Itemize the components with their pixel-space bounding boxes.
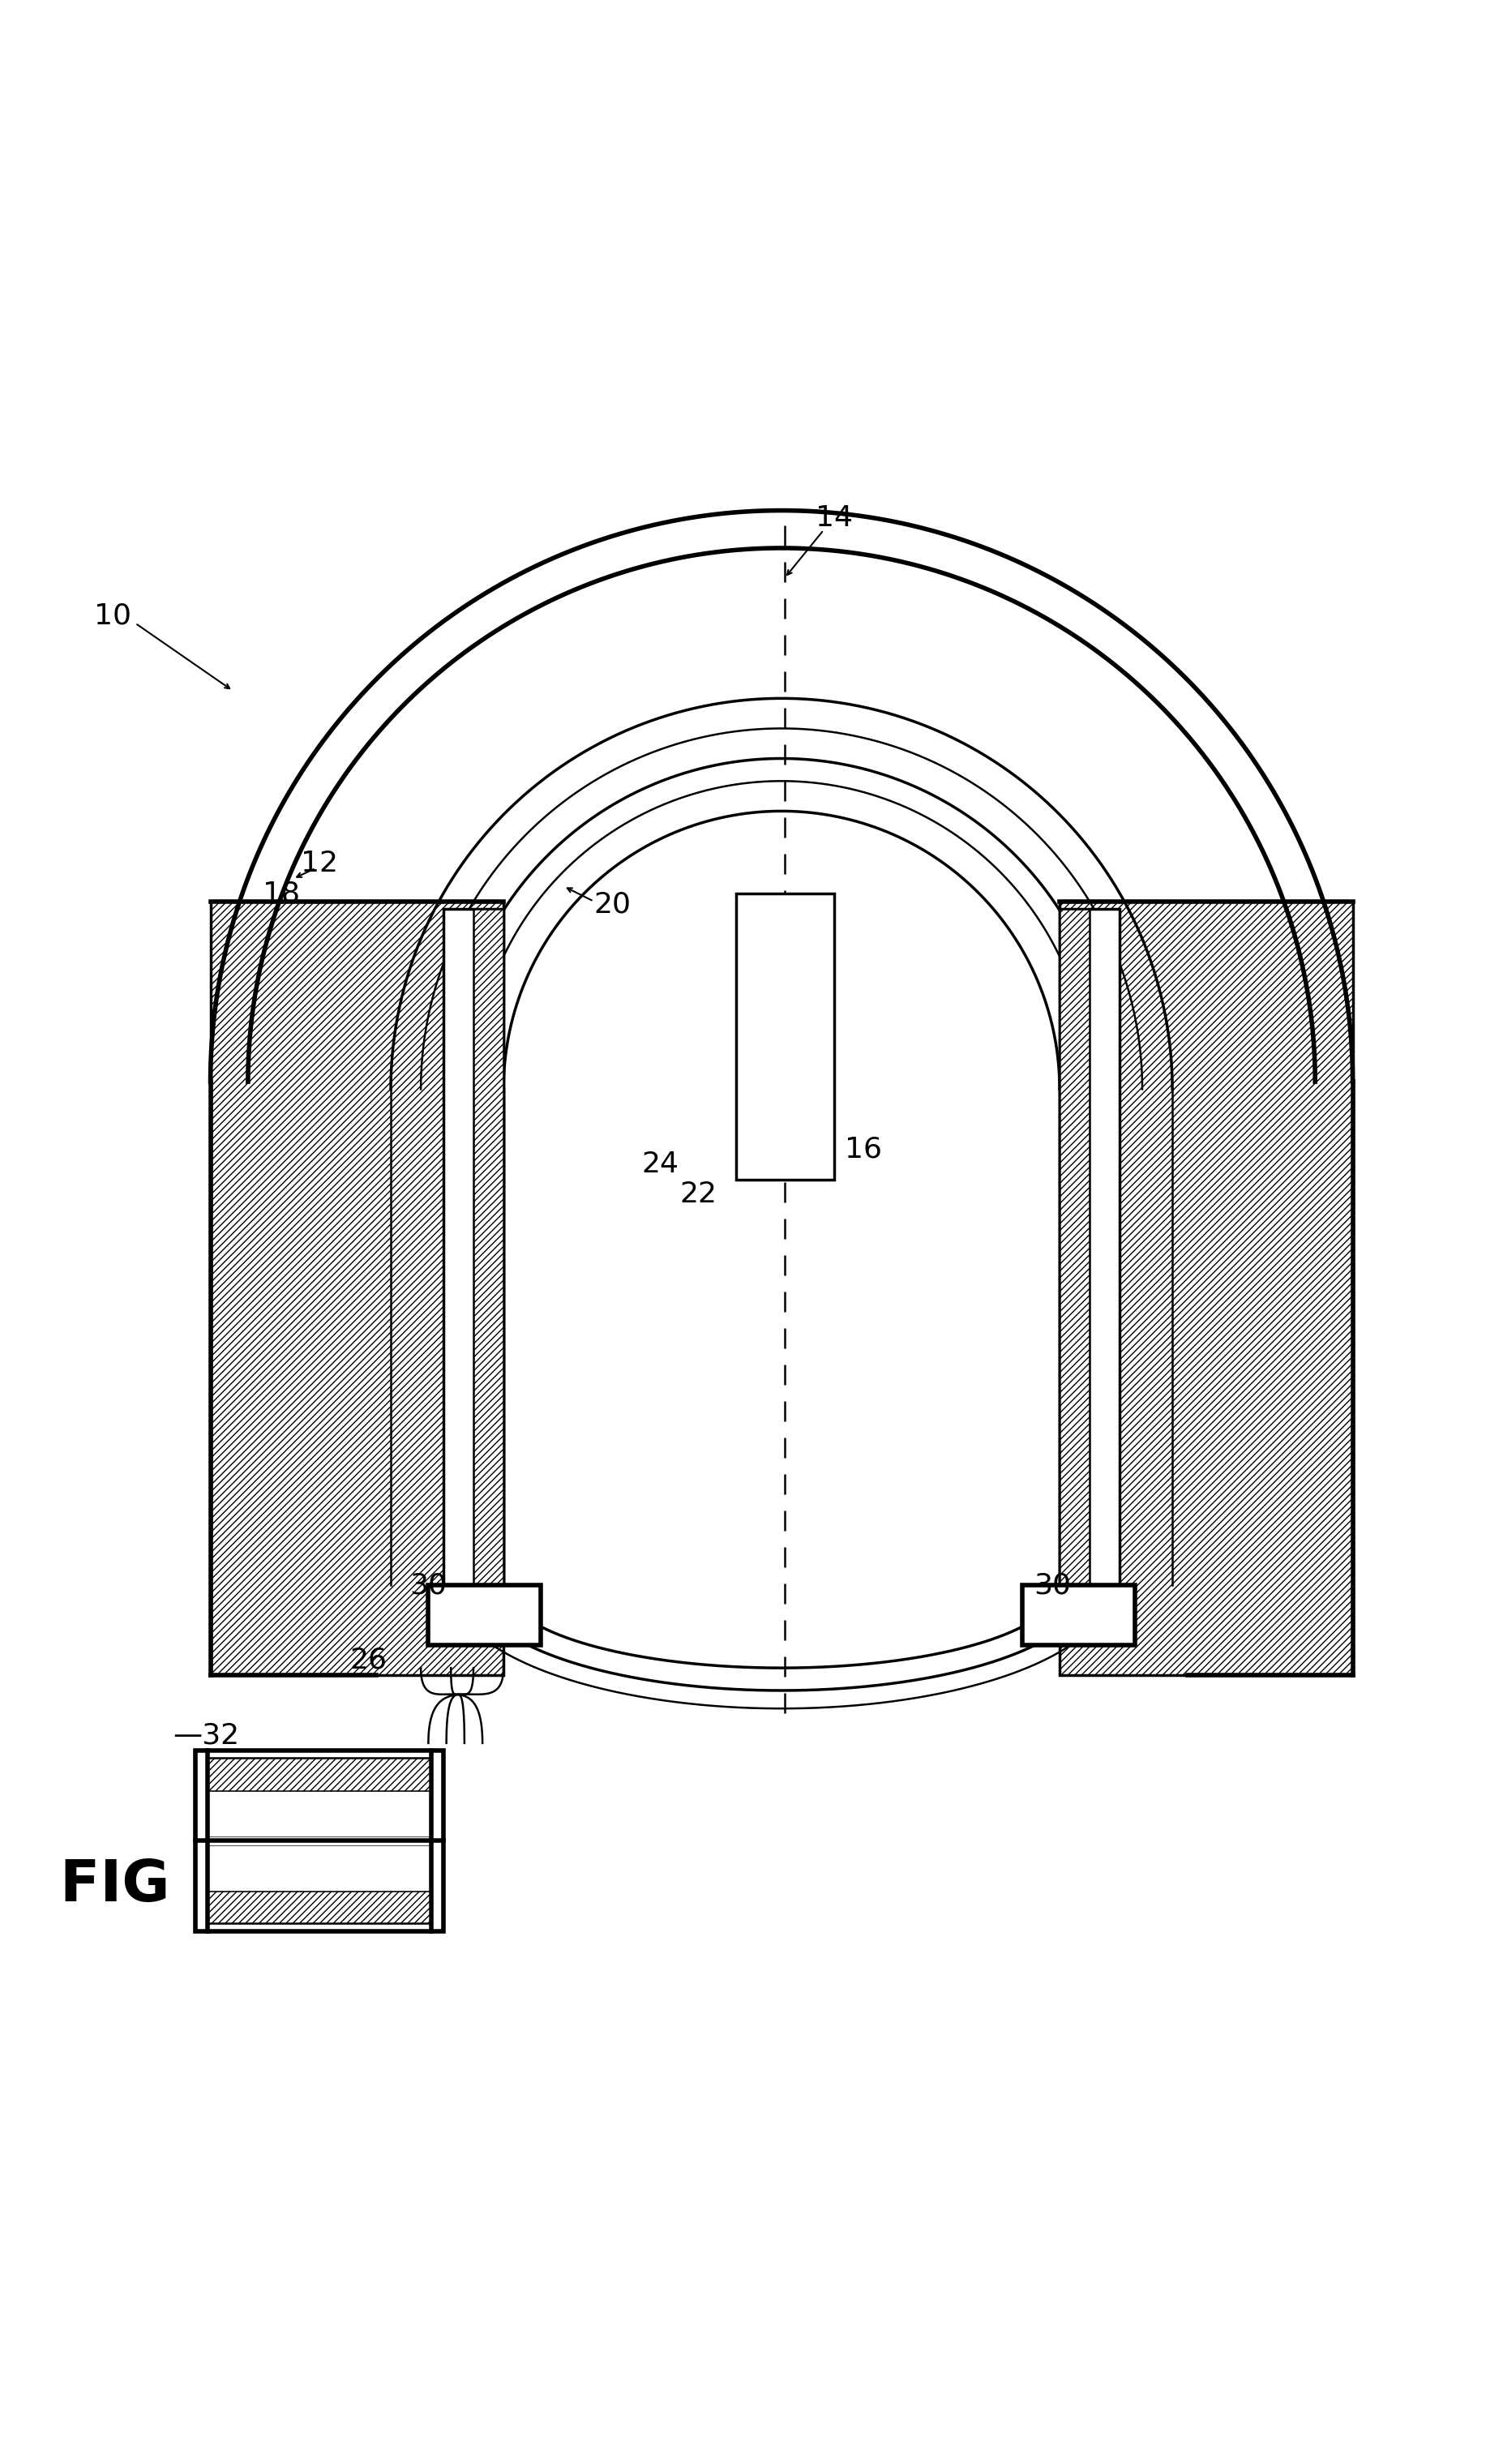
Bar <box>207 1890 431 1924</box>
Bar <box>1060 909 1120 1584</box>
Bar <box>195 1749 443 1932</box>
Bar <box>207 1846 431 1890</box>
Bar <box>207 1791 431 1836</box>
Text: 26: 26 <box>350 1646 386 1673</box>
Bar <box>1022 1584 1135 1646</box>
Bar <box>207 1759 431 1791</box>
Text: 22: 22 <box>679 1180 717 1207</box>
Text: 24: 24 <box>642 1151 679 1178</box>
Text: 30: 30 <box>410 1572 446 1599</box>
Bar <box>1060 909 1090 1584</box>
Text: FIG 2: FIG 2 <box>60 1858 231 1915</box>
Text: 14: 14 <box>816 505 852 532</box>
Text: 20: 20 <box>594 890 631 919</box>
Bar <box>428 1584 541 1646</box>
Text: 10: 10 <box>95 601 131 628</box>
Bar <box>736 894 834 1180</box>
Text: 30: 30 <box>1034 1572 1070 1599</box>
Text: —32: —32 <box>173 1722 239 1749</box>
Text: 18: 18 <box>263 880 301 907</box>
Text: 16: 16 <box>845 1136 882 1163</box>
Bar <box>473 909 504 1584</box>
Bar <box>443 909 504 1584</box>
Text: 12: 12 <box>301 850 338 877</box>
Bar <box>210 902 504 1676</box>
Bar <box>1060 902 1353 1676</box>
